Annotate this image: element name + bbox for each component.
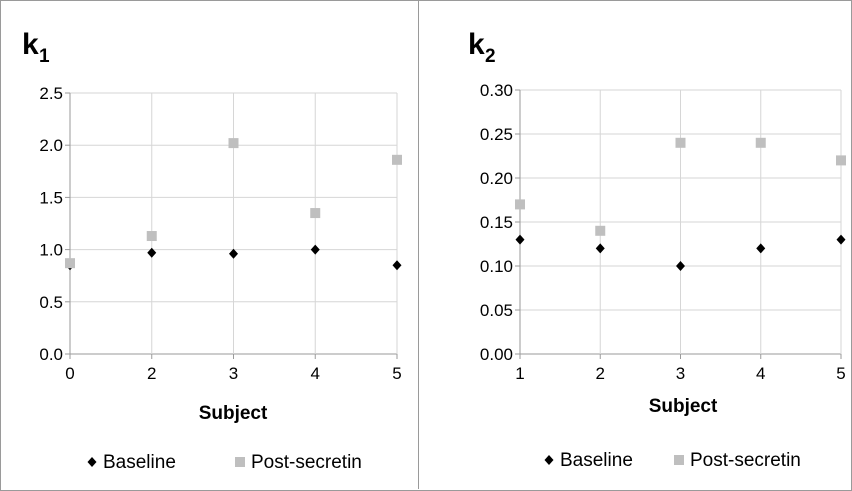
chart-1-baseline-point <box>392 260 402 271</box>
chart-2-post-secretin-point <box>675 137 686 148</box>
chart-1-legend-post-secretin-marker <box>235 457 245 467</box>
chart-1-x-tick-label: 0 <box>65 364 74 383</box>
chart-2-x-axis-label: Subject <box>649 396 718 417</box>
chart-2-legend-post-secretin-marker <box>674 455 684 465</box>
chart-1-y-tick-label: 1.5 <box>39 188 63 207</box>
chart-2-post-secretin-point <box>755 137 766 148</box>
chart-2-baseline-point <box>836 234 846 245</box>
chart-1-baseline-point <box>310 244 320 255</box>
chart-2-x-tick-label: 4 <box>756 364 765 383</box>
chart-1-y-tick-label: 0.5 <box>39 293 63 312</box>
chart-1-x-tick-label: 2 <box>147 364 156 383</box>
chart-2-baseline-point <box>515 234 525 245</box>
chart-1-baseline-point <box>147 247 157 258</box>
chart-2-y-tick-label: 0.25 <box>480 125 513 144</box>
chart-1-y-tick-label: 2.5 <box>39 84 63 103</box>
chart-1-post-secretin-point <box>146 231 157 242</box>
chart-2-post-secretin-point <box>836 155 846 166</box>
chart-2-legend-baseline-marker <box>544 455 554 465</box>
chart-1-post-secretin-point <box>228 138 239 149</box>
chart-1-post-secretin-point <box>392 154 402 165</box>
chart-2-y-tick-label: 0.20 <box>480 169 513 188</box>
chart-2-title: k <box>468 28 485 61</box>
chart-2-baseline-point <box>595 243 605 254</box>
chart-2-post-secretin-point <box>515 199 525 210</box>
chart-2-legend-baseline-label: Baseline <box>560 450 633 471</box>
chart-2-y-tick-label: 0.15 <box>480 213 513 232</box>
chart-2-title-subscript: 2 <box>485 46 496 67</box>
chart-2-legend-post-secretin-label: Post-secretin <box>690 450 801 471</box>
chart-1-legend-baseline-label: Baseline <box>103 452 176 473</box>
chart-1-post-secretin-point <box>310 208 321 219</box>
chart-1-x-tick-label: 3 <box>229 364 238 383</box>
chart-2-y-tick-label: 0.10 <box>480 257 513 276</box>
chart-2-baseline-point <box>676 261 685 271</box>
chart-2-x-tick-label: 1 <box>515 364 524 383</box>
chart-1-y-tick-label: 0.0 <box>39 345 63 364</box>
panel-divider <box>418 0 419 489</box>
chart-1-title-subscript: 1 <box>39 46 50 67</box>
chart-2-y-tick-label: 0.05 <box>480 301 513 320</box>
chart-2-x-tick-label: 2 <box>596 364 605 383</box>
chart-2-y-tick-label: 0.30 <box>480 81 513 100</box>
chart-1-legend-baseline-marker <box>87 457 97 467</box>
chart-1-x-axis-label: Subject <box>199 403 268 424</box>
chart-1-post-secretin-point <box>65 258 75 269</box>
chart-1-x-tick-label: 5 <box>392 364 401 383</box>
chart-1-legend-post-secretin-label: Post-secretin <box>251 452 362 473</box>
chart-2-x-tick-label: 5 <box>836 364 845 383</box>
chart-2-y-tick-label: 0.00 <box>480 345 513 364</box>
chart-1-y-tick-label: 2.0 <box>39 136 63 155</box>
chart-1-baseline-point <box>229 248 238 259</box>
chart-1-y-tick-label: 1.0 <box>39 241 63 260</box>
chart-2-post-secretin-point <box>595 225 606 236</box>
chart-1-x-tick-label: 4 <box>311 364 320 383</box>
chart-2-baseline-point <box>756 243 766 254</box>
chart-2-x-tick-label: 3 <box>676 364 685 383</box>
chart-1-title: k <box>22 28 39 61</box>
